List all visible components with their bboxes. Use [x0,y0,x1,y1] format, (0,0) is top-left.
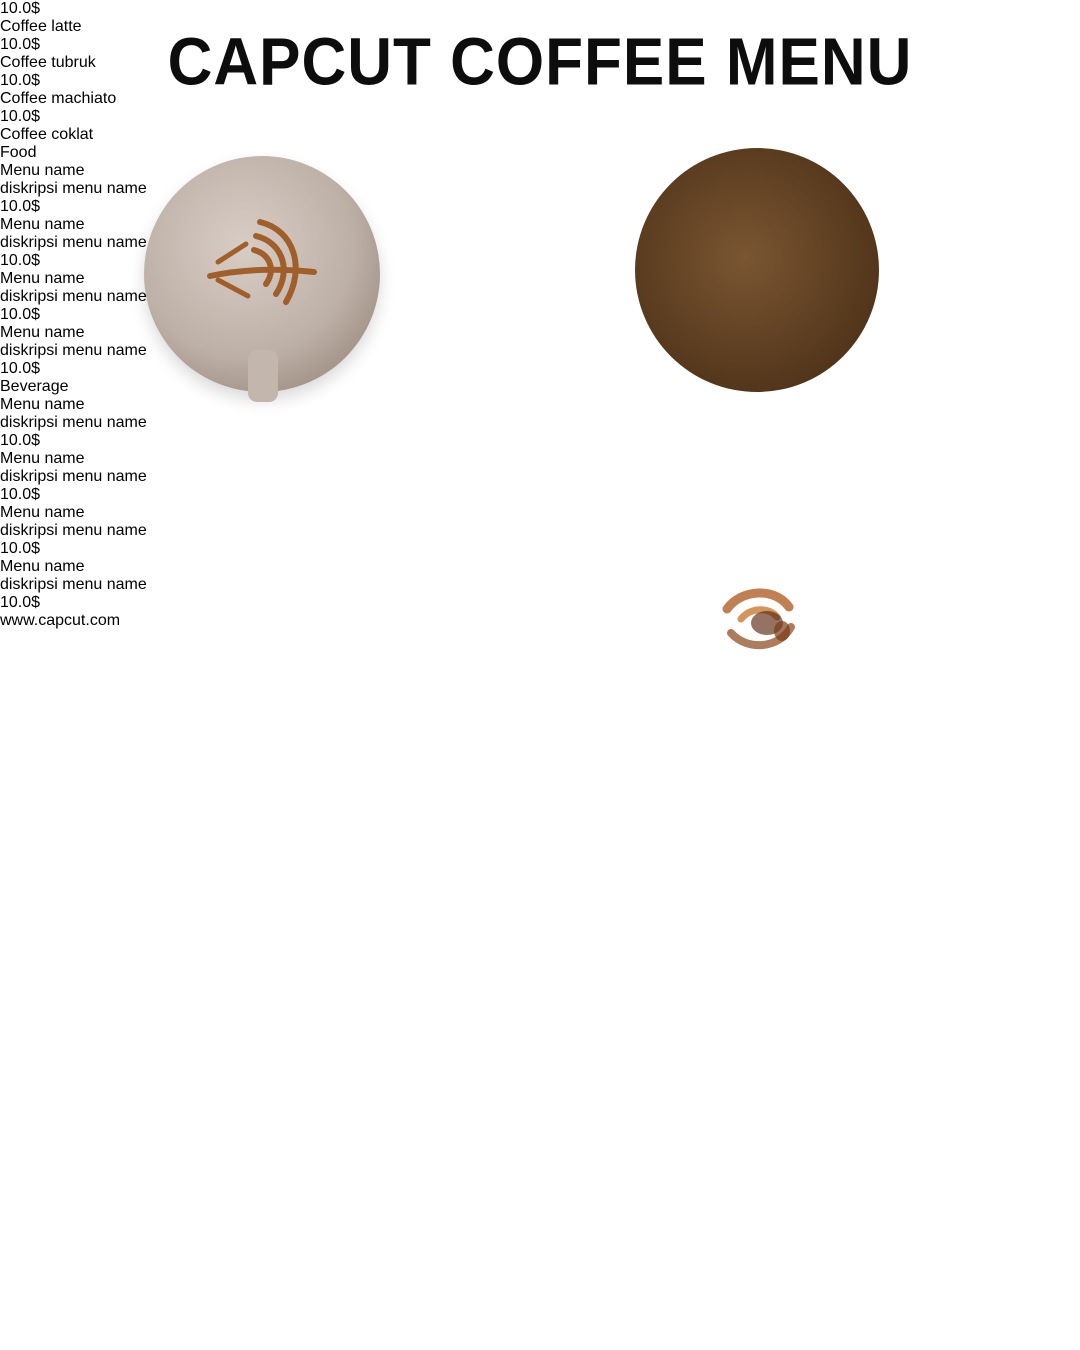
menu-item-price: 10.0$ [0,306,41,323]
beverage-heading: Beverage [0,378,69,395]
wooden-coaster-shape [635,148,879,392]
product-name-latte: Coffee latte [0,18,82,35]
price-tag-latte: 10.0$ [0,0,1080,18]
menu-item-name: Menu name [0,504,85,521]
beverage-menu-column: Beverage Menu name diskripsi menu name 1… [0,378,1080,612]
price-label: 10.0$ [0,0,41,17]
menu-item-description: diskripsi menu name [0,180,147,197]
food-menu-column: Food Menu name diskripsi menu name 10.0$… [0,144,1080,378]
product-name-coklat: Coffee coklat [0,126,94,143]
menu-item-name: Menu name [0,450,85,467]
menu-item: Menu name diskripsi menu name 10.0$ [0,504,1080,558]
menu-item-name: Menu name [0,558,85,575]
menu-item-price: 10.0$ [0,486,41,503]
product-name-machiato: Coffee machiato [0,90,117,107]
price-tag-tubruk: 10.0$ [0,36,1080,54]
menu-item-price: 10.0$ [0,360,41,377]
coffee-latte-image [144,156,380,408]
latte-art-fern-icon [207,219,317,305]
menu-item: Menu name diskripsi menu name 10.0$ [0,324,1080,378]
menu-item-description: diskripsi menu name [0,468,147,485]
menu-item: Menu name diskripsi menu name 10.0$ [0,558,1080,612]
coffee-machiato-image [147,514,383,766]
food-heading: Food [0,144,37,161]
coffee-coklat-image [639,507,875,759]
menu-item: Menu name diskripsi menu name 10.0$ [0,216,1080,270]
menu-item-name: Menu name [0,270,85,287]
menu-item-description: diskripsi menu name [0,288,147,305]
menu-item-description: diskripsi menu name [0,576,147,593]
menu-item-price: 10.0$ [0,252,41,269]
menu-item-description: diskripsi menu name [0,234,147,251]
footer-bar: www.capcut.com [0,612,1080,630]
website-url: www.capcut.com [0,612,121,629]
price-tag-machiato: 10.0$ [0,72,1080,90]
coffee-swirl-icon [722,588,795,649]
menu-item-price: 10.0$ [0,198,41,215]
menu-item: Menu name diskripsi menu name 10.0$ [0,162,1080,216]
menu-item-name: Menu name [0,162,85,179]
menu-item-description: diskripsi menu name [0,522,147,539]
coffee-tubruk-image [635,148,879,404]
menu-item-price: 10.0$ [0,432,41,449]
menu-item-name: Menu name [0,324,85,341]
menu-item: Menu name diskripsi menu name 10.0$ [0,450,1080,504]
menu-item: Menu name diskripsi menu name 10.0$ [0,270,1080,324]
menu-item: Menu name diskripsi menu name 10.0$ [0,396,1080,450]
crema-coffee-shape [183,550,347,714]
price-label: 10.0$ [0,36,41,53]
price-tag-coklat: 10.0$ [0,108,1080,126]
price-label: 10.0$ [0,108,41,125]
product-name-tubruk: Coffee tubruk [0,54,96,71]
black-coffee-shape [675,188,839,352]
menu-item-price: 10.0$ [0,594,41,611]
menu-item-name: Menu name [0,216,85,233]
price-label: 10.0$ [0,72,41,89]
page-title: CAPCUT COFFEE MENU [167,25,913,100]
menu-item-price: 10.0$ [0,540,41,557]
menu-item-name: Menu name [0,396,85,413]
menu-item-description: diskripsi menu name [0,414,147,431]
cup-handle-shape [248,350,278,402]
menu-item-description: diskripsi menu name [0,342,147,359]
